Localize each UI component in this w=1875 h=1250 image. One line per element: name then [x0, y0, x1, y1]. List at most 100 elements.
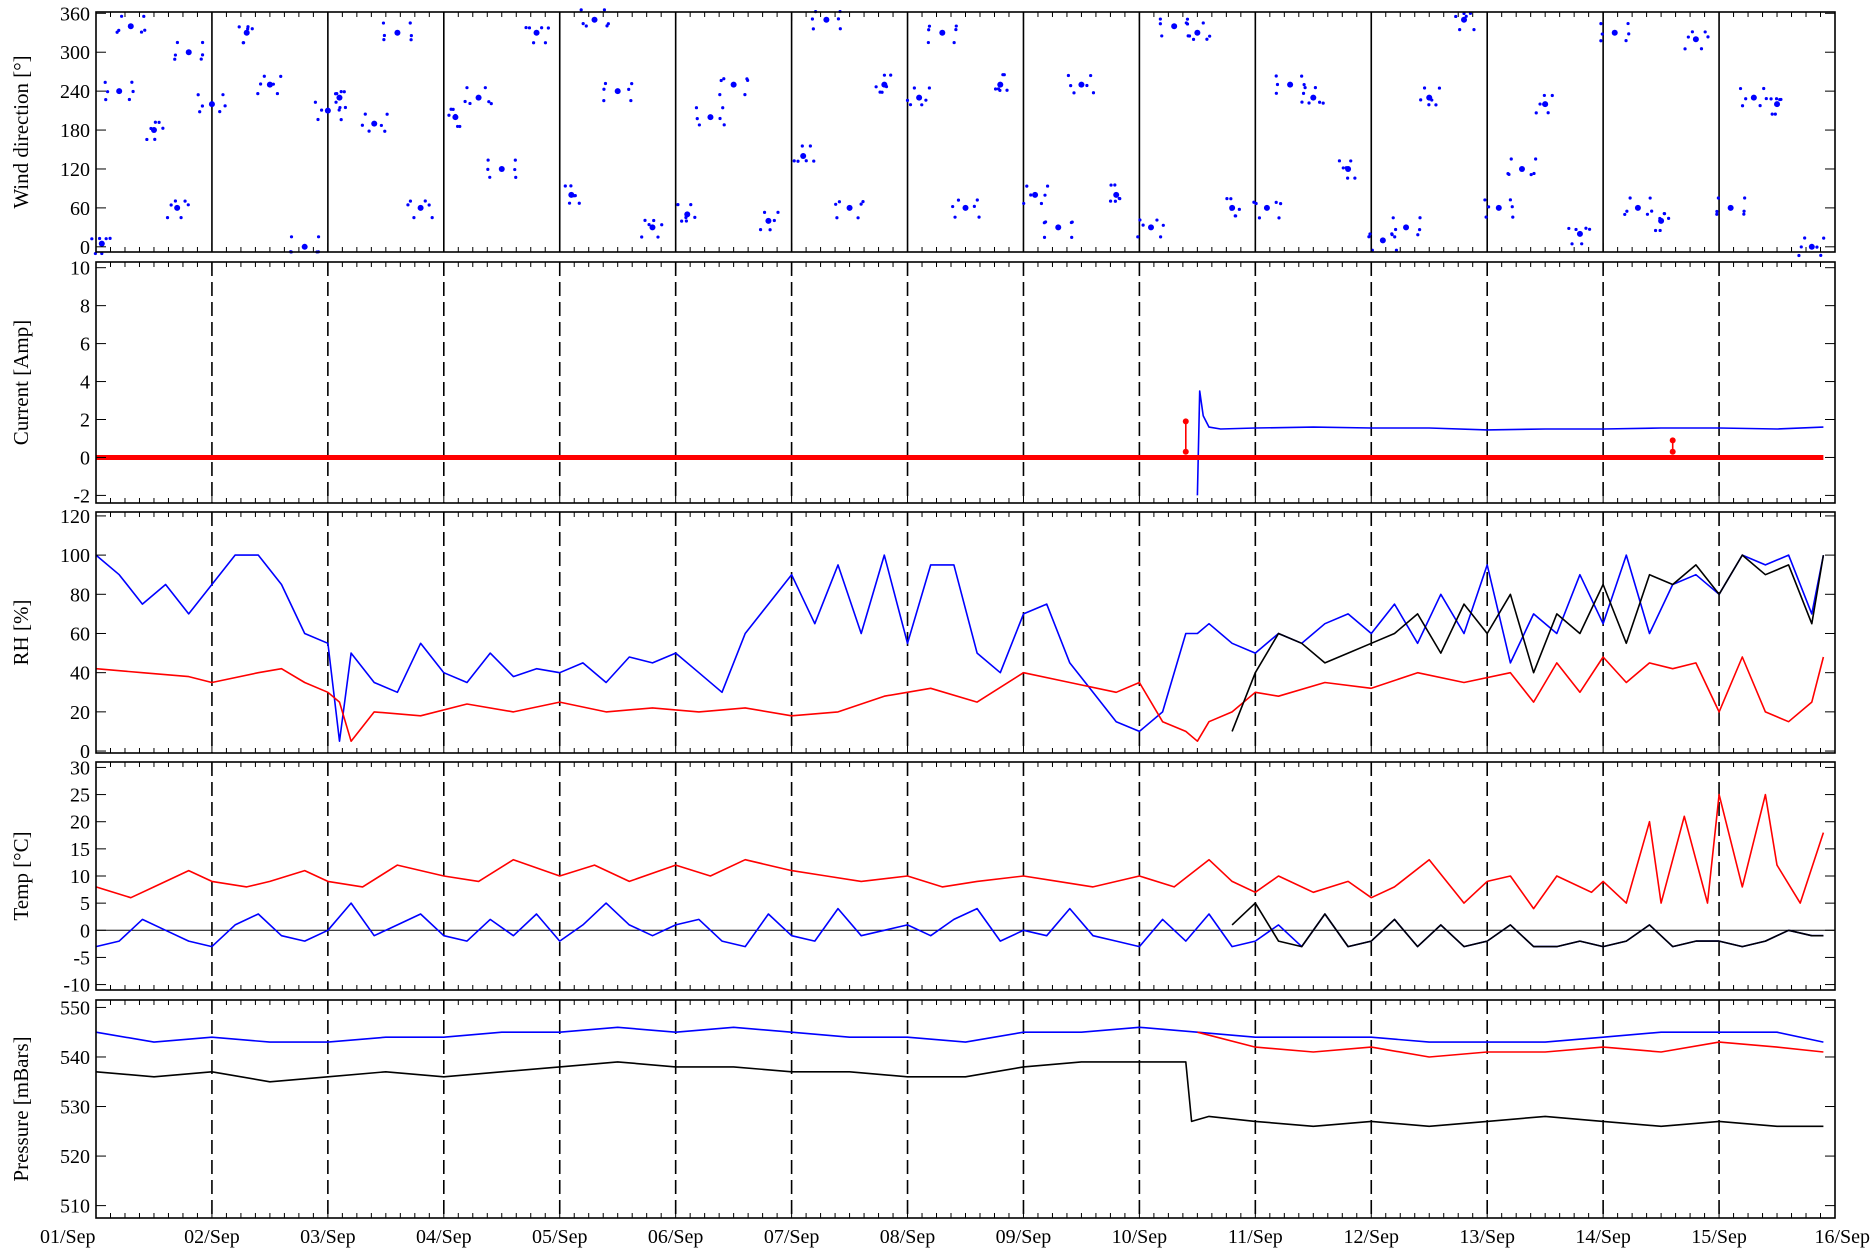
scatter-point	[379, 123, 383, 128]
scatter-point	[463, 99, 467, 104]
scatter-point	[1483, 198, 1487, 202]
scatter-point	[804, 159, 808, 163]
scatter-point	[175, 40, 180, 45]
panel-frame	[95, 261, 1836, 504]
scatter-point	[567, 201, 572, 205]
panel-frame	[95, 11, 1836, 253]
scatter-point	[800, 153, 807, 159]
y-tick-label: 2	[80, 410, 90, 432]
scatter-point	[394, 29, 401, 36]
scatter-point	[927, 28, 931, 32]
y-tick-label: -10	[63, 975, 90, 997]
scatter-point	[1302, 83, 1306, 87]
scatter-point	[1534, 157, 1538, 161]
scatter-point	[381, 21, 386, 25]
scatter-point	[382, 33, 387, 38]
y-tick-label: 520	[60, 1146, 90, 1168]
scatter-point	[279, 74, 283, 78]
scatter-point	[1045, 184, 1050, 188]
scatter-point	[1486, 205, 1491, 209]
scatter-point	[1509, 157, 1513, 161]
scatter-point	[174, 204, 181, 211]
scatter-point	[1532, 171, 1536, 176]
scatter-point	[1078, 81, 1085, 88]
scatter-point	[951, 204, 955, 209]
y-tick-label: 4	[80, 372, 90, 394]
x-tick-label: 16/Sep	[1814, 1226, 1870, 1248]
y-tick-label: 120	[60, 506, 90, 528]
scatter-point	[486, 167, 490, 171]
scatter-point	[90, 237, 94, 241]
scatter-point	[693, 215, 697, 219]
scatter-point	[577, 201, 581, 205]
scatter-point	[1799, 245, 1803, 249]
scatter-point	[179, 216, 183, 220]
scatter-point	[98, 240, 105, 247]
scatter-point	[1403, 224, 1410, 231]
scatter-point	[363, 112, 367, 116]
scatter-point	[1069, 220, 1073, 225]
scatter-point	[1599, 22, 1603, 26]
scatter-point	[1742, 212, 1746, 216]
scatter-point	[1066, 73, 1071, 78]
scatter-point	[1623, 212, 1627, 217]
x-tick-label: 07/Sep	[764, 1226, 820, 1248]
x-tick-label: 03/Sep	[300, 1226, 356, 1248]
scatter-point	[927, 86, 931, 90]
scatter-point	[1484, 215, 1488, 219]
scatter-point	[186, 203, 190, 207]
scatter-point	[513, 158, 517, 162]
scatter-point	[1138, 218, 1142, 222]
scatter-point	[243, 29, 250, 36]
scatter-point	[1667, 216, 1671, 220]
scatter-point	[1321, 101, 1325, 105]
scatter-point	[1042, 221, 1046, 225]
scatter-point	[301, 243, 308, 250]
scatter-point	[1740, 104, 1745, 108]
scatter-point	[116, 88, 123, 95]
scatter-point	[1160, 34, 1164, 38]
series-line-3	[1197, 1031, 1824, 1058]
series-line-1	[95, 1026, 1824, 1043]
y-tick-label: 5	[80, 893, 90, 915]
scatter-point	[1822, 236, 1826, 240]
scatter-point	[139, 30, 144, 34]
scatter-point	[430, 216, 434, 220]
scatter-point	[1055, 224, 1062, 231]
scatter-point	[319, 108, 324, 112]
x-tick-label: 02/Sep	[184, 1226, 240, 1248]
y-tick-label: 30	[70, 757, 90, 779]
scatter-point	[1039, 201, 1044, 206]
scatter-point	[1208, 34, 1212, 38]
scatter-point	[1307, 101, 1311, 105]
scatter-point	[956, 198, 961, 202]
y-tick-label: 80	[70, 584, 90, 606]
scatter-point	[796, 159, 800, 163]
scatter-point	[465, 86, 469, 90]
scatter-point	[423, 199, 427, 203]
y-tick-label: 240	[60, 81, 90, 103]
y-tick-label: 40	[70, 663, 90, 685]
scatter-point	[1434, 103, 1438, 107]
scatter-point	[339, 117, 343, 122]
scatter-point	[1683, 47, 1687, 51]
scatter-point	[453, 113, 458, 118]
scatter-point	[143, 28, 147, 32]
y-tick-label: 0	[80, 741, 90, 763]
scatter-point	[1511, 215, 1515, 219]
scatter-point	[337, 108, 341, 112]
scatter-point	[1416, 233, 1420, 237]
y-tick-label: 60	[70, 198, 90, 220]
scatter-point	[145, 137, 149, 142]
scatter-point	[811, 27, 815, 31]
scatter-point	[1699, 47, 1704, 51]
scatter-point	[1279, 202, 1283, 206]
scatter-point	[1310, 94, 1317, 101]
scatter-point	[647, 222, 651, 227]
scatter-point	[694, 106, 699, 110]
scatter-point	[1042, 235, 1047, 239]
panel-3: 0 20 40 60 80 100 120 RH [%]	[9, 506, 1836, 763]
scatter-point	[447, 113, 451, 117]
scatter-point	[1692, 36, 1699, 43]
scatter-point	[1022, 201, 1026, 206]
